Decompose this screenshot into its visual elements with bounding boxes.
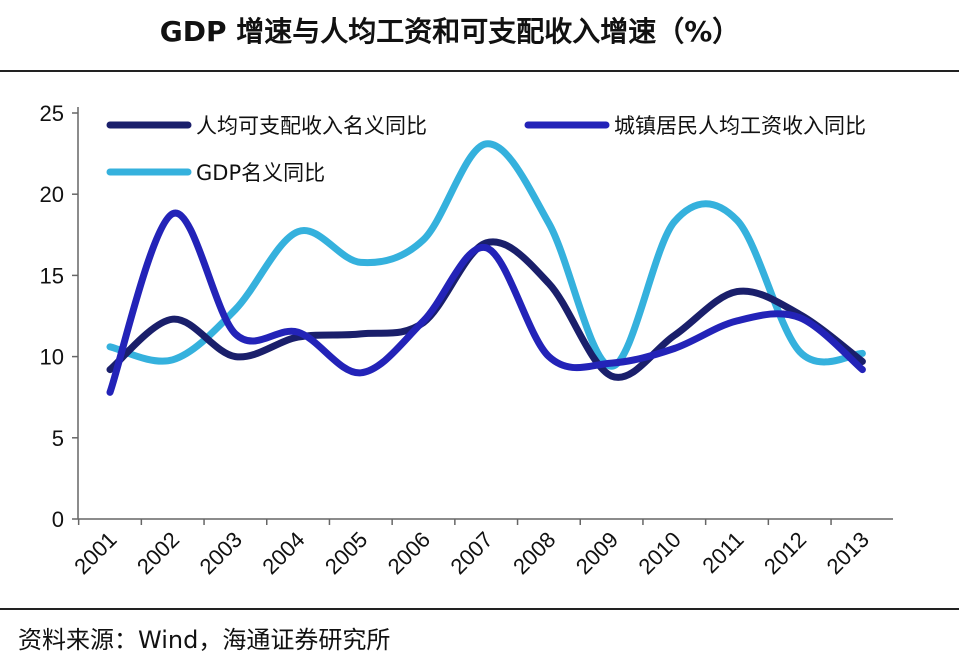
x-tick-label: 2013	[822, 527, 874, 579]
x-tick-label: 2009	[571, 527, 623, 579]
x-tick-label: 2007	[445, 527, 497, 579]
series-line-3	[106, 140, 866, 370]
source-note: 资料来源：Wind，海通证券研究所	[18, 626, 391, 654]
chart-legend: 人均可支配收入名义同比 城镇居民人均工资收入同比 GDP名义同比	[106, 114, 866, 185]
x-tick-label: 2010	[634, 527, 686, 579]
x-tick-label: 2004	[257, 527, 309, 579]
x-tick-label: 2005	[320, 527, 372, 579]
x-tick-label: 2008	[508, 527, 560, 579]
x-tick-label: 2001	[69, 527, 121, 579]
x-tick-label: 2012	[759, 527, 811, 579]
y-tick-label: 20	[40, 182, 64, 207]
x-tick-label: 2006	[383, 527, 435, 579]
chart-title: GDP 增速与人均工资和可支配收入增速（%）	[159, 15, 741, 48]
y-tick-label: 25	[40, 101, 64, 126]
series-line-2	[106, 209, 866, 396]
legend-label: 城镇居民人均工资收入同比	[614, 114, 866, 138]
x-tick-label: 2003	[195, 527, 247, 579]
chart-series-lines	[106, 140, 866, 396]
legend-label: 人均可支配收入名义同比	[196, 114, 427, 138]
y-tick-label: 10	[40, 345, 64, 370]
x-tick-label: 2011	[697, 527, 748, 578]
y-tick-label: 15	[40, 263, 64, 288]
source-divider	[0, 608, 959, 610]
title-divider	[0, 70, 959, 72]
series-line-1	[106, 238, 866, 381]
y-tick-label: 0	[52, 507, 64, 532]
x-tick-label: 2002	[132, 527, 184, 579]
y-tick-label: 5	[52, 426, 64, 451]
legend-label: GDP名义同比	[196, 161, 325, 185]
